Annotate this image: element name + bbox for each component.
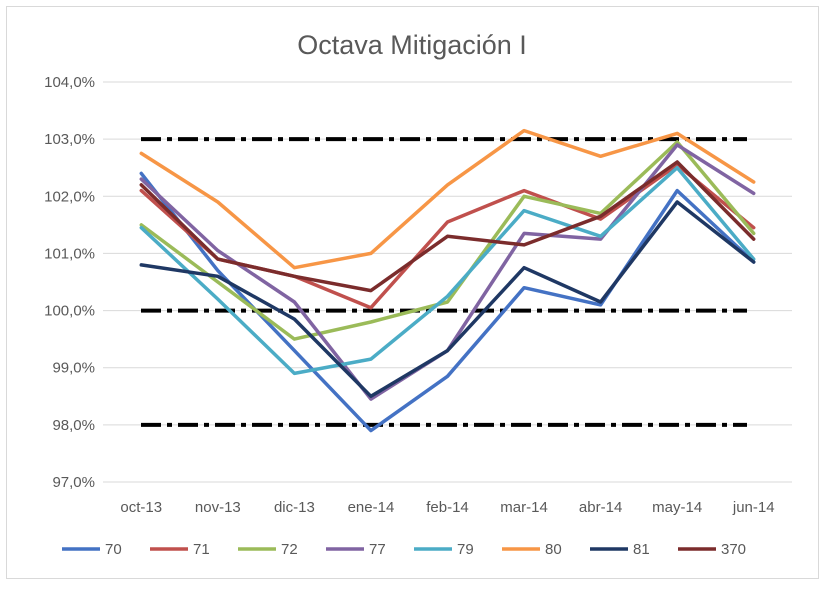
legend-label-80: 80 <box>545 541 562 558</box>
x-tick-label: jun-14 <box>732 499 775 516</box>
y-tick-label: 103,0% <box>44 131 95 148</box>
x-tick-label: feb-14 <box>426 499 469 516</box>
legend-label-370: 370 <box>721 541 746 558</box>
y-tick-label: 99,0% <box>52 360 95 377</box>
legend-label-79: 79 <box>457 541 474 558</box>
series-lines <box>139 128 756 433</box>
x-tick-label: mar-14 <box>500 499 548 516</box>
x-tick-label: dic-13 <box>274 499 315 516</box>
series-line-70 <box>139 171 756 433</box>
series-line-370 <box>139 160 756 293</box>
y-tick-label: 100,0% <box>44 303 95 320</box>
reference-lines <box>141 137 747 427</box>
series-line-80 <box>139 128 756 270</box>
chart-title: Octava Mitigación I <box>297 30 527 60</box>
y-axis: 97,0% 98,0% 99,0% 100,0% 101,0% 102,0% 103,0% 1… <box>44 74 95 491</box>
x-tick-label: abr-14 <box>579 499 622 516</box>
x-tick-label: ene-14 <box>348 499 395 516</box>
legend-label-71: 71 <box>193 541 210 558</box>
series-line-81 <box>139 200 756 399</box>
x-tick-label: oct-13 <box>120 499 162 516</box>
y-tick-label: 102,0% <box>44 188 95 205</box>
x-tick-label: nov-13 <box>195 499 241 516</box>
x-tick-label: may-14 <box>652 499 702 516</box>
legend-label-77: 77 <box>369 541 386 558</box>
legend-label-70: 70 <box>105 541 122 558</box>
legend-label-72: 72 <box>281 541 298 558</box>
y-tick-label: 104,0% <box>44 74 95 91</box>
legend: 70 71 72 77 79 80 81 370 <box>62 541 746 558</box>
y-tick-label: 101,0% <box>44 245 95 262</box>
y-tick-label: 97,0% <box>52 474 95 491</box>
legend-label-81: 81 <box>633 541 650 558</box>
series-line-79 <box>139 165 756 376</box>
chart-frame <box>6 6 819 579</box>
x-axis: oct-13 nov-13 dic-13 ene-14 feb-14 mar-14 abr-… <box>120 499 774 516</box>
y-tick-label: 98,0% <box>52 417 95 434</box>
series-line-72 <box>139 140 756 341</box>
